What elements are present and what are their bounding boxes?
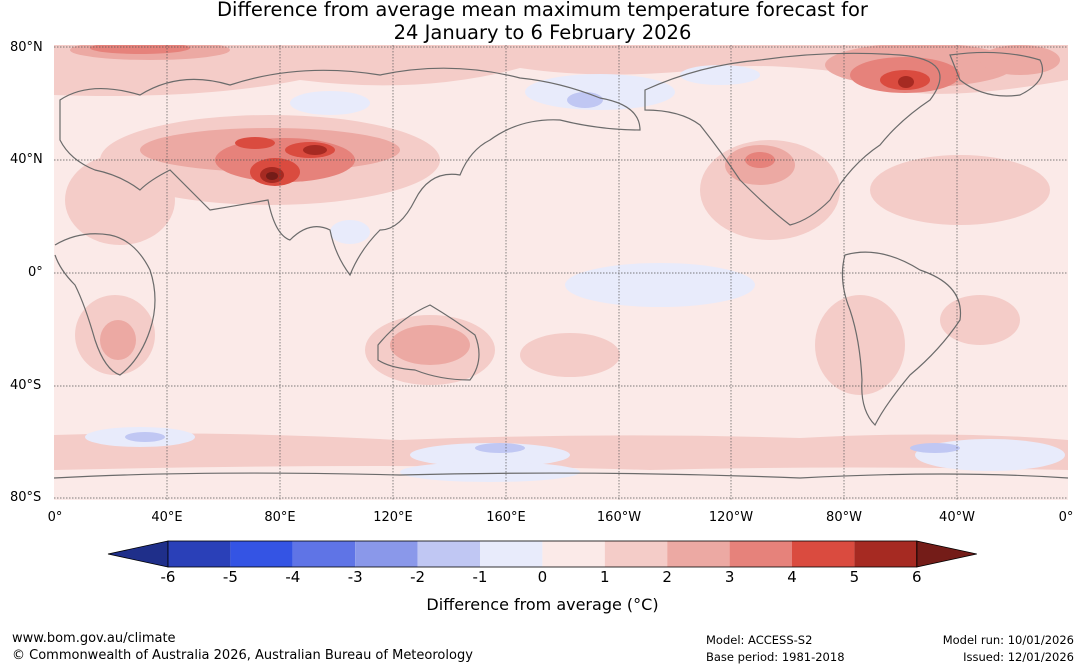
lat-label-40s: 40°S [10,378,42,393]
anomaly-field [54,45,1068,500]
anomaly-over-6-patches [266,172,278,180]
colorbar-arrow-high [916,540,977,568]
colorbar-arrow-low [107,540,169,568]
footer-issued: Issued: 12/01/2026 [963,650,1074,664]
colorbar-segment [168,541,231,567]
colorbar-tick-label: 3 [724,568,735,586]
lon-label-0-left: 0° [47,510,63,525]
colorbar-tick-label: 1 [600,568,610,586]
lat-label-80s: 80°S [10,490,42,505]
lon-label-0-right: 0° [1058,510,1074,525]
lon-label-160w: 160°W [596,510,642,525]
colorbar-tick-label: 2 [662,568,672,586]
colorbar-tick-label: -4 [285,568,301,586]
anomaly-1-2-patches [54,45,1068,470]
colorbar-tick-label: 0 [537,568,548,586]
colorbar-segment [792,541,855,567]
footer-copyright: © Commonwealth of Australia 2026, Austra… [12,648,473,663]
colorbar-segment [480,541,543,567]
lon-label-40e: 40°E [151,510,183,525]
title-line-2: 24 January to 6 February 2026 [393,21,692,44]
colorbar-segment [729,541,792,567]
colorbar-segment [854,541,917,567]
lon-label-160e: 160°E [486,510,526,525]
colorbar-segment [355,541,418,567]
footer-base-period: Base period: 1981-2018 [706,650,845,664]
lat-label-40n: 40°N [10,152,43,167]
footer-model: Model: ACCESS-S2 [706,633,813,647]
colorbar-segment [230,541,293,567]
colorbar-segment [542,541,605,567]
colorbar-tick-label: -5 [222,568,238,586]
colorbar-label: Difference from average (°C) [426,595,659,614]
colorbar-tick-label: 6 [912,568,922,586]
colorbar-segment [604,541,668,567]
title-line-1: Difference from average mean maximum tem… [217,0,868,21]
lon-label-40w: 40°W [939,510,975,525]
footer-url: www.bom.gov.au/climate [12,631,176,646]
colorbar [107,540,977,568]
lon-label-120e: 120°E [373,510,413,525]
colorbar-segment [417,541,480,567]
colorbar-tick-label: -2 [410,568,426,586]
lon-label-80w: 80°W [826,510,862,525]
colorbar-tick-label: 5 [849,568,860,586]
base-anomaly-0-1 [54,45,1068,500]
colorbar-tick-label: -3 [347,568,363,586]
lat-label-80n: 80°N [10,40,43,55]
chart-title: Difference from average mean maximum tem… [0,0,1085,44]
colorbar-tick-label: 4 [787,568,797,586]
colorbar-outline [167,540,918,568]
footer-model-run: Model run: 10/01/2026 [942,633,1074,647]
colorbar-segment [292,541,356,567]
colorbar-tick-label: -6 [160,568,176,586]
lat-label-0: 0° [28,265,43,280]
lon-label-80e: 80°E [264,510,296,525]
colorbar-tick-label: -1 [472,568,488,586]
coastlines [54,51,1068,479]
colorbar-segment [667,541,730,567]
lon-label-120w: 120°W [708,510,754,525]
graticule [54,45,1068,500]
